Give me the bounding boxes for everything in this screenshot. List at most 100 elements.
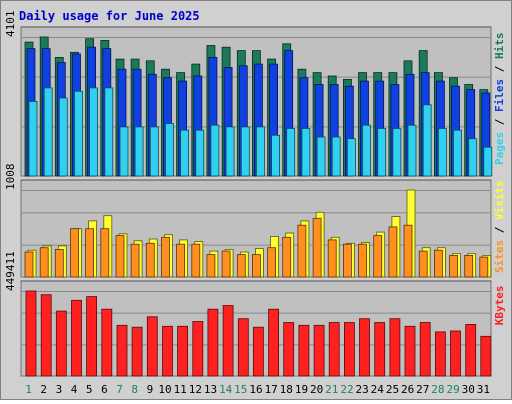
day-label: 9 <box>147 383 154 396</box>
bar-pages-day-14 <box>225 126 235 177</box>
legend-item: Visits <box>493 180 506 220</box>
day-label: 10 <box>158 383 171 396</box>
day-label: 16 <box>249 383 262 396</box>
bar-sites-day-13 <box>206 254 216 278</box>
day-labels: 1 2 3 4 5 6 7 8 9 10 11 12 13 14 15 16 17 18 19 20 21 22 23 24 2… <box>25 383 490 396</box>
bar-pages-day-18 <box>286 128 296 177</box>
day-label: 17 <box>265 383 278 396</box>
bar-kbytes-day-25 <box>389 318 401 377</box>
legend-item: Files <box>493 79 506 112</box>
bar-kbytes-day-30 <box>465 323 477 377</box>
day-label: 3 <box>56 383 63 396</box>
bar-sites-day-3 <box>54 248 64 278</box>
bar-pages-day-30 <box>468 138 478 177</box>
bar-pages-day-13 <box>210 124 220 177</box>
bar-kbytes-day-5 <box>86 296 97 377</box>
series-sites <box>24 217 489 278</box>
day-label: 31 <box>477 383 490 396</box>
y-tick-label: 1008 <box>4 164 17 191</box>
bar-sites-day-27 <box>418 250 428 278</box>
bar-pages-day-7 <box>119 126 129 177</box>
day-label: 21 <box>325 383 338 396</box>
bar-kbytes-day-20 <box>313 324 325 377</box>
bar-pages-day-19 <box>301 128 311 177</box>
y-tick-label: 4101 <box>4 11 17 38</box>
bar-sites-day-1 <box>24 251 34 278</box>
panel-legend: KBytes <box>493 285 506 325</box>
panel-1: 4101 Pages / Files / Hits <box>4 11 506 177</box>
bar-sites-day-15 <box>236 254 246 278</box>
day-label: 29 <box>446 383 459 396</box>
day-label: 8 <box>131 383 138 396</box>
panel-legend: Pages / Files / Hits <box>493 33 506 166</box>
bar-sites-day-30 <box>464 254 474 278</box>
panel-legend: Sites / Visits <box>493 180 506 273</box>
y-tick-label: 449411 <box>4 251 17 291</box>
day-label: 15 <box>234 383 247 396</box>
chart-title: Daily usage for June 2025 <box>19 9 200 23</box>
bar-pages-day-6 <box>104 87 114 177</box>
bar-kbytes-day-17 <box>268 308 280 377</box>
day-label: 20 <box>310 383 323 396</box>
day-label: 18 <box>280 383 293 396</box>
bar-pages-day-23 <box>362 124 371 177</box>
bar-pages-day-29 <box>453 129 462 177</box>
bar-sites-day-11 <box>176 243 186 278</box>
bar-kbytes-day-21 <box>328 322 340 377</box>
bar-pages-day-11 <box>180 129 190 177</box>
day-label: 23 <box>355 383 368 396</box>
day-label: 25 <box>386 383 399 396</box>
series-kbytes <box>25 290 492 377</box>
bar-kbytes-day-14 <box>222 305 234 377</box>
legend-item: Sites <box>493 240 506 273</box>
bar-sites-day-29 <box>449 254 458 278</box>
bar-sites-day-20 <box>312 217 322 278</box>
bar-sites-day-12 <box>191 243 201 278</box>
bar-sites-day-28 <box>433 249 443 278</box>
bar-sites-day-19 <box>297 224 307 278</box>
bar-sites-day-22 <box>342 243 352 278</box>
bar-sites-day-8 <box>130 243 140 278</box>
day-label: 30 <box>462 383 475 396</box>
day-label: 1 <box>25 383 32 396</box>
bar-kbytes-day-26 <box>404 325 416 377</box>
bar-kbytes-day-2 <box>40 294 52 377</box>
bar-pages-day-16 <box>255 126 265 177</box>
bar-kbytes-day-19 <box>298 324 310 377</box>
bar-sites-day-10 <box>161 236 170 278</box>
day-label: 24 <box>371 383 385 396</box>
day-label: 14 <box>219 383 233 396</box>
bar-pages-day-5 <box>89 87 98 177</box>
bar-kbytes-day-24 <box>374 322 386 377</box>
bar-sites-day-6 <box>100 228 110 278</box>
day-label: 13 <box>204 383 217 396</box>
day-label: 27 <box>416 383 429 396</box>
day-label: 28 <box>431 383 444 396</box>
day-label: 19 <box>295 383 308 396</box>
bar-pages-day-10 <box>165 123 174 177</box>
bar-kbytes-day-22 <box>343 322 355 377</box>
legend-item: Hits <box>493 33 506 60</box>
bar-sites-day-23 <box>358 243 367 278</box>
bar-pages-day-2 <box>43 87 53 177</box>
bar-kbytes-day-18 <box>283 322 295 377</box>
bar-kbytes-day-15 <box>237 318 249 377</box>
bar-sites-day-2 <box>39 247 49 278</box>
legend-item: / <box>493 59 506 79</box>
bar-pages-day-4 <box>74 90 83 177</box>
bar-sites-day-7 <box>115 235 125 278</box>
day-label: 26 <box>401 383 414 396</box>
bar-kbytes-day-4 <box>71 299 82 377</box>
bar-sites-day-24 <box>373 235 383 278</box>
bar-kbytes-day-8 <box>131 326 143 377</box>
bar-pages-day-24 <box>377 128 387 177</box>
bar-kbytes-day-27 <box>419 322 431 377</box>
bar-pages-day-3 <box>58 97 68 177</box>
bar-sites-day-31 <box>479 256 489 278</box>
bar-sites-day-17 <box>267 247 277 278</box>
bar-pages-day-21 <box>331 136 341 177</box>
panels: 4101 Pages / Files / Hits 1008 Sites / Visi… <box>4 11 506 377</box>
bar-kbytes-day-11 <box>177 325 189 377</box>
panel-3: 449411 KBytes <box>4 251 506 377</box>
bar-pages-day-15 <box>240 126 250 177</box>
